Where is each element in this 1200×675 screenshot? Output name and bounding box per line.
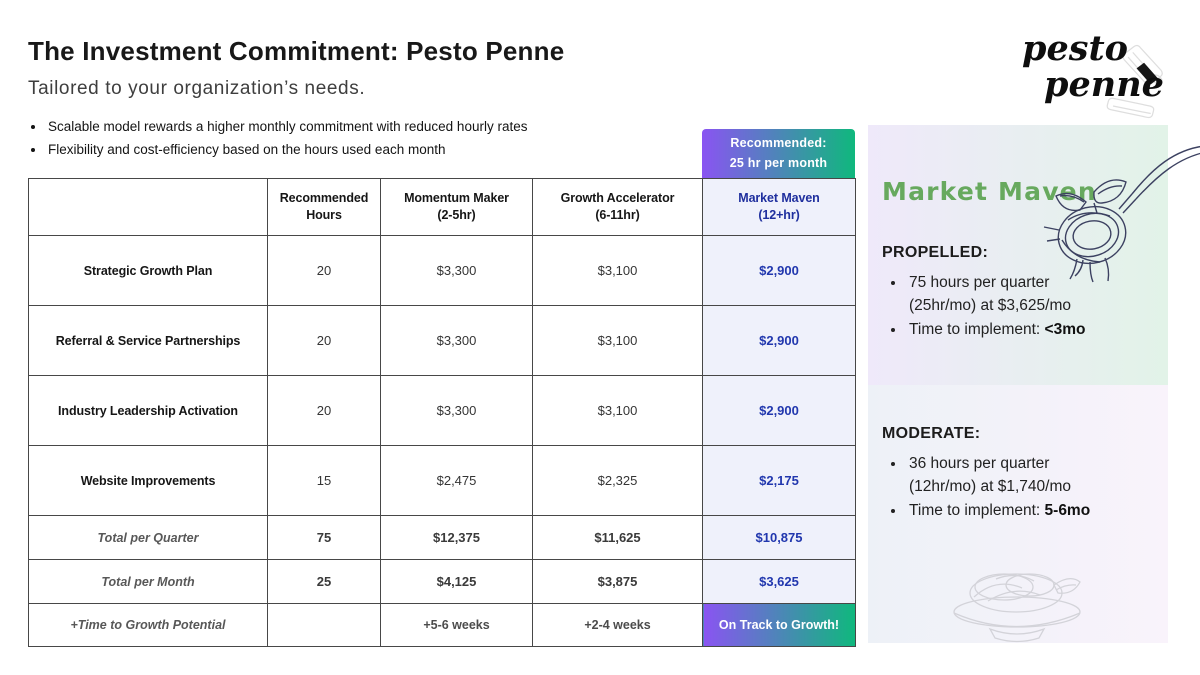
growth-price-cell: $3,100 <box>532 235 703 306</box>
momentum-price-cell: $2,475 <box>380 445 533 516</box>
penne-pasta-illustration <box>1106 44 1163 119</box>
total-row-label: Total per Quarter <box>28 515 268 560</box>
intro-bullet: Scalable model rewards a higher monthly … <box>46 116 688 139</box>
momentum-total-cell: $12,375 <box>380 515 533 560</box>
hours-cell: 20 <box>267 375 381 446</box>
propelled-bullet-list: 75 hours per quarter (25hr/mo) at $3,625… <box>891 271 1152 341</box>
row-label: Industry Leadership Activation <box>28 375 268 446</box>
table-row: Website Improvements 15 $2,475 $2,325 $2… <box>28 445 856 516</box>
momentum-price-cell: $3,300 <box>380 305 533 376</box>
table-row: Industry Leadership Activation 20 $3,300… <box>28 375 856 446</box>
maven-total-cell: $10,875 <box>702 515 856 560</box>
table-row: Strategic Growth Plan 20 $3,300 $3,100 $… <box>28 235 856 306</box>
growth-time-cell: +2-4 weeks <box>532 603 703 647</box>
header-momentum-maker: Momentum Maker (2-5hr) <box>380 178 533 236</box>
intro-bullet: Flexibility and cost-efficiency based on… <box>46 139 688 162</box>
pricing-table: Recommended Hours Momentum Maker (2-5hr)… <box>28 178 856 647</box>
header-recommended-hours: Recommended Hours <box>267 178 381 236</box>
fork-with-spaghetti-illustration <box>1043 146 1200 283</box>
hours-cell: 25 <box>267 559 381 604</box>
hours-cell: 20 <box>267 305 381 376</box>
total-per-quarter-row: Total per Quarter 75 $12,375 $11,625 $10… <box>28 515 856 560</box>
hours-cell: 15 <box>267 445 381 516</box>
table-row: Referral & Service Partnerships 20 $3,30… <box>28 305 856 376</box>
hours-cell: 20 <box>267 235 381 306</box>
moderate-card: MODERATE: 36 hours per quarter (12hr/mo)… <box>868 385 1168 643</box>
growth-total-cell: $11,625 <box>532 515 703 560</box>
maven-price-cell: $2,900 <box>702 375 856 446</box>
empty-cell <box>267 603 381 647</box>
spaghetti-plate-illustration <box>953 573 1081 643</box>
maven-price-cell: $2,175 <box>702 445 856 516</box>
table-header-row: Recommended Hours Momentum Maker (2-5hr)… <box>28 178 856 236</box>
moderate-bullet-list: 36 hours per quarter (12hr/mo) at $1,740… <box>891 452 1152 522</box>
row-label: Strategic Growth Plan <box>28 235 268 306</box>
time-row-label: +Time to Growth Potential <box>28 603 268 647</box>
propelled-bullet-time: Time to implement: <3mo <box>906 318 1152 341</box>
logo-word-penne: penne <box>1044 64 1164 105</box>
growth-total-cell: $3,875 <box>532 559 703 604</box>
market-maven-title: Market Maven <box>882 177 1097 206</box>
moderate-heading: MODERATE: <box>882 425 981 442</box>
growth-price-cell: $3,100 <box>532 375 703 446</box>
momentum-total-cell: $4,125 <box>380 559 533 604</box>
momentum-price-cell: $3,300 <box>380 375 533 446</box>
logo-word-pesto: pesto <box>1022 28 1128 69</box>
slide-header: The Investment Commitment: Pesto Penne T… <box>28 36 688 161</box>
page-subtitle: Tailored to your organization’s needs. <box>28 78 366 99</box>
market-maven-card: Market Maven PROPELLED: 75 hours per qua… <box>868 125 1168 385</box>
total-per-month-row: Total per Month 25 $4,125 $3,875 $3,625 <box>28 559 856 604</box>
maven-price-cell: $2,900 <box>702 305 856 376</box>
header-growth-accelerator: Growth Accelerator (6-11hr) <box>532 178 703 236</box>
maven-total-cell: $3,625 <box>702 559 856 604</box>
total-row-label: Total per Month <box>28 559 268 604</box>
row-label: Referral & Service Partnerships <box>28 305 268 376</box>
on-track-cell: On Track to Growth! <box>702 603 856 647</box>
momentum-time-cell: +5-6 weeks <box>380 603 533 647</box>
momentum-price-cell: $3,300 <box>380 235 533 306</box>
moderate-bullet-hours: 36 hours per quarter (12hr/mo) at $1,740… <box>906 452 1152 499</box>
hours-cell: 75 <box>267 515 381 560</box>
pesto-penne-logo: pesto penne <box>1016 26 1196 118</box>
page-title: The Investment Commitment: Pesto Penne <box>28 36 565 66</box>
intro-bullet-list: Scalable model rewards a higher monthly … <box>46 116 688 161</box>
row-label: Website Improvements <box>28 445 268 516</box>
recommended-badge-line2: 25 hr per month <box>729 155 828 170</box>
growth-price-cell: $2,325 <box>532 445 703 516</box>
moderate-bullet-time: Time to implement: 5-6mo <box>906 499 1152 522</box>
time-to-growth-row: +Time to Growth Potential +5-6 weeks +2-… <box>28 603 856 647</box>
growth-price-cell: $3,100 <box>532 305 703 376</box>
recommended-badge-line1: Recommended: <box>730 136 827 151</box>
maven-price-cell: $2,900 <box>702 235 856 306</box>
propelled-heading: PROPELLED: <box>882 244 989 261</box>
propelled-bullet-hours: 75 hours per quarter (25hr/mo) at $3,625… <box>906 271 1152 318</box>
header-empty <box>28 178 268 236</box>
header-market-maven: Market Maven (12+hr) <box>702 178 856 236</box>
recommended-badge: Recommended: 25 hr per month <box>702 129 855 178</box>
